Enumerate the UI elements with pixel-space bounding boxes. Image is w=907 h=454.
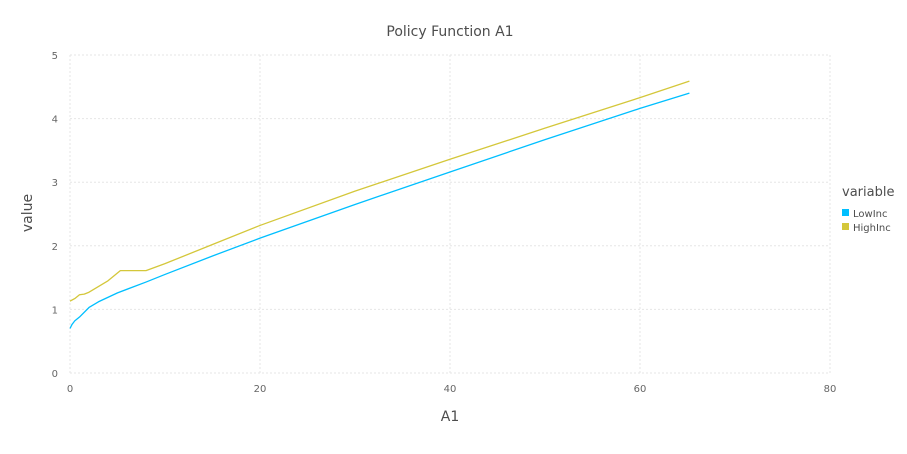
- series-line-highinc: [69, 80, 690, 302]
- y-tick-label: 5: [52, 51, 58, 62]
- series-line-lowinc: [69, 92, 690, 329]
- legend-label-highinc: HighInc: [853, 223, 891, 234]
- legend-label-lowinc: LowInc: [853, 209, 887, 220]
- x-tick-label: 40: [444, 384, 457, 395]
- y-axis-label: value: [20, 194, 36, 232]
- grid: [69, 54, 831, 374]
- x-tick-label: 0: [67, 384, 73, 395]
- legend-title: variable: [842, 185, 894, 200]
- legend: variable LowInc HighInc: [842, 185, 894, 234]
- chart-title: Policy Function A1: [386, 24, 513, 40]
- y-tick-label: 4: [52, 115, 58, 126]
- x-axis-label: A1: [441, 409, 459, 425]
- y-tick-label: 1: [52, 305, 58, 316]
- y-tick-label: 0: [52, 369, 58, 380]
- x-tick-label: 80: [824, 384, 837, 395]
- legend-swatch-lowinc: [842, 209, 849, 216]
- legend-swatch-highinc: [842, 223, 849, 230]
- y-tick-label: 3: [52, 178, 58, 189]
- x-tick-label: 20: [254, 384, 267, 395]
- series-layer: [69, 80, 690, 329]
- y-axis-ticks: 0 1 2 3 4 5: [52, 51, 58, 380]
- x-axis-ticks: 0 20 40 60 80: [67, 384, 837, 395]
- y-tick-label: 2: [52, 242, 58, 253]
- x-tick-label: 60: [634, 384, 647, 395]
